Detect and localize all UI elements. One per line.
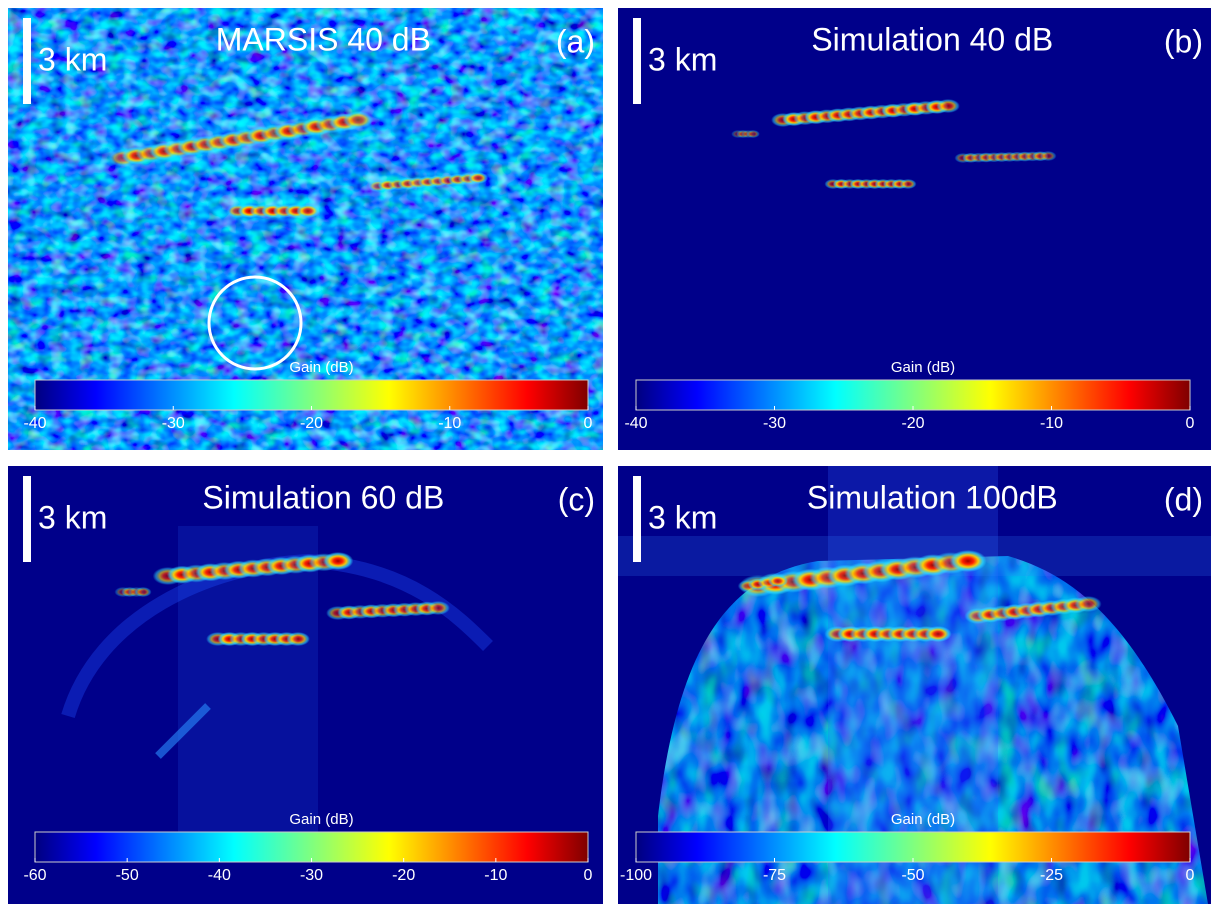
scale-label: 3 km <box>648 499 717 535</box>
scale-label: 3 km <box>38 41 107 77</box>
colorbar-tick-label: 0 <box>584 415 593 432</box>
echo <box>296 204 320 218</box>
echo <box>924 626 952 642</box>
scale-bar <box>633 18 641 104</box>
colorbar-tick-label: -30 <box>162 415 185 432</box>
panel: 3 km MARSIS 40 dB (a) Gain (dB) -40 -30 -20 -10… <box>8 8 603 450</box>
panel-tag: (d) <box>1164 481 1203 517</box>
colorbar-tick-label: -40 <box>23 415 46 432</box>
echo <box>899 179 917 189</box>
echo <box>1074 596 1102 612</box>
colorbar-tick-label: -10 <box>438 415 461 432</box>
colorbar <box>635 831 1191 863</box>
colorbar <box>34 831 589 863</box>
colorbar-label: Gain (dB) <box>891 359 955 376</box>
echo <box>322 552 354 570</box>
panel: 3 km Simulation 60 dB (c) Gain (dB) -60 -50 -4… <box>8 466 603 904</box>
colorbar-tick-label: 0 <box>1186 415 1195 432</box>
panel-tag: (a) <box>556 23 595 59</box>
echo <box>949 550 987 572</box>
colorbar-label: Gain (dB) <box>891 811 955 828</box>
colorbar-tick-label: 0 <box>1186 867 1195 884</box>
colorbar-tick-label: -20 <box>392 867 415 884</box>
colorbar-tick-label: -75 <box>763 867 786 884</box>
panel-title: Simulation 100dB <box>807 479 1058 515</box>
colorbar-label: Gain (dB) <box>289 811 353 828</box>
faint-streak <box>155 703 211 759</box>
echo <box>467 172 489 184</box>
colorbar-tick-label: -50 <box>901 867 924 884</box>
colorbar-tick-label: -50 <box>116 867 139 884</box>
echo <box>746 130 760 138</box>
beam <box>828 466 998 904</box>
panel-tag: (b) <box>1164 23 1203 59</box>
panel-title: Simulation 60 dB <box>202 479 444 515</box>
echo <box>286 632 310 646</box>
colorbar-tick-label: -60 <box>23 867 46 884</box>
scale-label: 3 km <box>38 499 107 535</box>
echo <box>936 99 960 113</box>
panel-title: Simulation 40 dB <box>811 21 1053 57</box>
colorbar-tick-label: 0 <box>584 867 593 884</box>
echo <box>134 587 152 597</box>
colorbar-tick-label: -20 <box>901 415 924 432</box>
colorbar-label: Gain (dB) <box>289 359 353 376</box>
background <box>8 466 603 904</box>
colorbar-tick-label: -20 <box>300 415 323 432</box>
colorbar-tick-label: -30 <box>300 867 323 884</box>
colorbar-tick-label: -40 <box>624 415 647 432</box>
noise <box>8 8 603 450</box>
colorbar <box>635 379 1191 411</box>
highlight-circle <box>207 275 303 371</box>
scale-bar <box>23 476 31 562</box>
panel: 3 km Simulation 100dB (d) Gain (dB) -100 -75 -… <box>618 466 1211 904</box>
colorbar-tick-label: -30 <box>763 415 786 432</box>
colorbar-tick-label: -40 <box>208 867 231 884</box>
colorbar-tick-label: -100 <box>620 867 652 884</box>
panel-title: MARSIS 40 dB <box>216 21 431 57</box>
panel: 3 km Simulation 40 dB (b) Gain (dB) -40 -30 -2… <box>618 8 1211 450</box>
echo <box>767 575 789 587</box>
colorbar <box>34 379 589 411</box>
colorbar-tick-label: -25 <box>1040 867 1063 884</box>
colorbar-tick-label: -10 <box>484 867 507 884</box>
scale-label: 3 km <box>648 41 717 77</box>
echo <box>426 601 450 615</box>
scale-bar <box>23 18 31 104</box>
colorbar-tick-label: -10 <box>1040 415 1063 432</box>
panel-tag: (c) <box>558 481 595 517</box>
background <box>618 8 1211 450</box>
echo <box>1039 151 1057 161</box>
scale-bar <box>633 476 641 562</box>
echo <box>342 111 374 129</box>
